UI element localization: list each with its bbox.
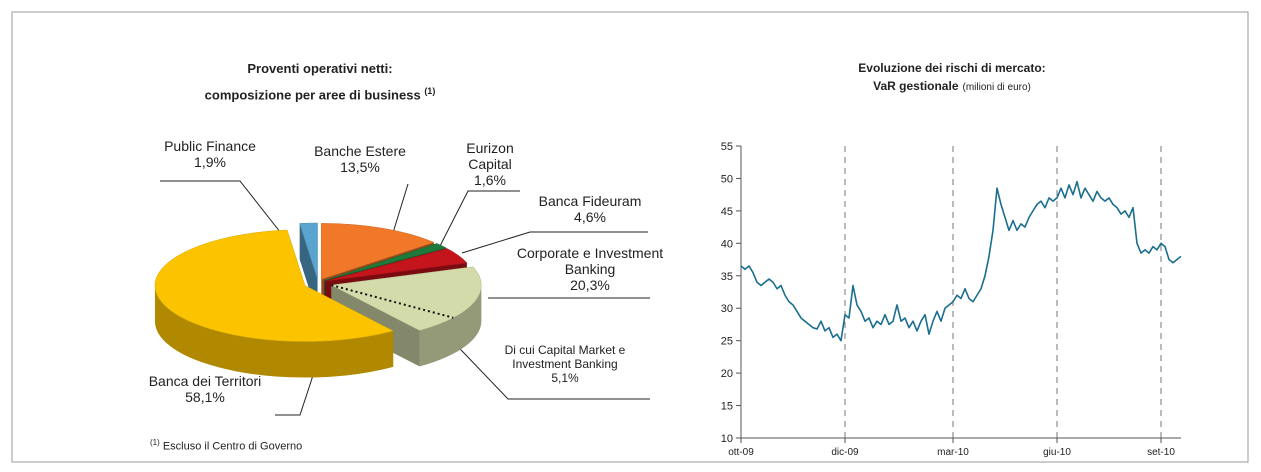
chart-title-line: Proventi operativi netti: [247, 61, 393, 76]
pie-label: Corporate e Investment Banking 20,3% [515, 245, 665, 293]
chart-title: Proventi operativi netti: composizione pe… [160, 58, 480, 106]
pie-side [154, 285, 394, 378]
sub-segment-name: Di cui Capital Market e Investment Banki… [504, 343, 626, 371]
pie-slice [321, 223, 435, 280]
pie-label: Public Finance 1,9% [145, 138, 275, 170]
y-tick-label: 55 [721, 141, 733, 153]
pie-label-name: Corporate e Investment Banking [516, 245, 664, 277]
x-tick-label: set-10 [1147, 447, 1175, 458]
pie-label-value: 1,6% [474, 172, 506, 188]
footnote-text: Escluso il Centro di Governo [162, 440, 303, 453]
pie-slice [154, 229, 394, 342]
pie-label-name: Banca Fideuram [538, 193, 642, 209]
leader-line [441, 329, 650, 400]
pie-label: Banche Estere 13,5% [295, 143, 425, 175]
y-tick-label: 50 [721, 173, 733, 185]
pie-slice [324, 243, 447, 281]
y-tick-label: 35 [721, 271, 733, 283]
pie-label: Banca dei Territori 58,1% [135, 373, 275, 405]
sub-segment-value: 5,1% [551, 371, 579, 385]
pie-side-faces [154, 285, 482, 378]
y-tick-label: 10 [721, 433, 733, 445]
y-tick-label: 40 [721, 238, 733, 250]
pie-label-value: 20,3% [570, 277, 610, 293]
y-tick-label: 15 [721, 401, 733, 413]
pie-label: Eurizon Capital 1,6% [450, 140, 530, 188]
pie-label-name: Banche Estere [314, 143, 406, 159]
sub-segment-label: Di cui Capital Market e Investment Banki… [490, 343, 640, 385]
frame [11, 11, 1249, 463]
y-tick-label: 45 [721, 206, 733, 218]
chart-subtitle-text: (milioni di euro) [963, 82, 1031, 93]
footnote-mark: (1) [150, 438, 160, 447]
x-tick-label: mar-10 [937, 447, 969, 458]
chart-subtitle: VaR gestionale (milioni di euro) [873, 79, 1031, 93]
pie-label-name: Eurizon Capital [466, 140, 514, 172]
line-series [740, 180, 1182, 342]
y-tick-label: 20 [721, 368, 733, 380]
chart-title: Evoluzione dei rischi di mercato: [858, 61, 1045, 75]
pie-label: Banca Fideuram 4,6% [520, 193, 660, 225]
pie-label-name: Banca dei Territori [148, 373, 262, 389]
y-tick-label: 25 [721, 336, 733, 348]
y-tick-label: 30 [721, 303, 733, 315]
footnote: (1) Escluso il Centro di Governo [150, 438, 302, 453]
leader-lines [160, 180, 650, 416]
leader-line [160, 180, 289, 243]
x-tick-label: ott-09 [728, 447, 754, 458]
pie-label-value: 58,1% [185, 389, 225, 405]
leader-line [461, 231, 648, 254]
x-tick-label: dic-09 [831, 447, 859, 458]
title-note: (1) [424, 86, 436, 96]
pie-label-name: Public Finance [164, 138, 256, 154]
pie-slice [299, 222, 318, 280]
chart-subtitle-bold: VaR gestionale [873, 79, 959, 93]
pie-side [419, 285, 482, 367]
chart-title-line: composizione per aree di business (1) [204, 86, 436, 103]
pie-label-value: 13,5% [340, 159, 380, 175]
leader-line [391, 183, 409, 237]
pie-top-faces [154, 222, 482, 342]
pie-label-value: 1,9% [194, 154, 226, 170]
pie-label-value: 4,6% [574, 209, 606, 225]
leader-line [439, 190, 520, 247]
x-tick-label: giu-10 [1043, 447, 1071, 458]
sub-segment-divider [331, 284, 454, 319]
pie-slice [325, 248, 468, 282]
